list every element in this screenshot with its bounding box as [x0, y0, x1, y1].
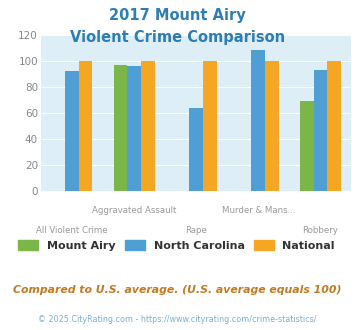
- Bar: [313, 70, 327, 191]
- Bar: [141, 61, 154, 191]
- Bar: [265, 61, 279, 191]
- Text: All Violent Crime: All Violent Crime: [36, 226, 108, 235]
- Text: Robbery: Robbery: [302, 226, 338, 235]
- Text: Compared to U.S. average. (U.S. average equals 100): Compared to U.S. average. (U.S. average …: [13, 285, 342, 295]
- Bar: [251, 50, 265, 191]
- Bar: [79, 61, 92, 191]
- Text: Aggravated Assault: Aggravated Assault: [92, 206, 176, 215]
- Bar: [65, 71, 79, 191]
- Bar: [127, 66, 141, 191]
- Text: Rape: Rape: [185, 226, 207, 235]
- Text: 2017 Mount Airy: 2017 Mount Airy: [109, 8, 246, 23]
- Bar: [203, 61, 217, 191]
- Bar: [327, 61, 341, 191]
- Bar: [300, 101, 313, 191]
- Text: Violent Crime Comparison: Violent Crime Comparison: [70, 30, 285, 45]
- Bar: [114, 65, 127, 191]
- Text: © 2025 CityRating.com - https://www.cityrating.com/crime-statistics/: © 2025 CityRating.com - https://www.city…: [38, 315, 317, 324]
- Bar: [189, 108, 203, 191]
- Text: Murder & Mans...: Murder & Mans...: [222, 206, 295, 215]
- Legend: Mount Airy, North Carolina, National: Mount Airy, North Carolina, National: [16, 238, 337, 253]
